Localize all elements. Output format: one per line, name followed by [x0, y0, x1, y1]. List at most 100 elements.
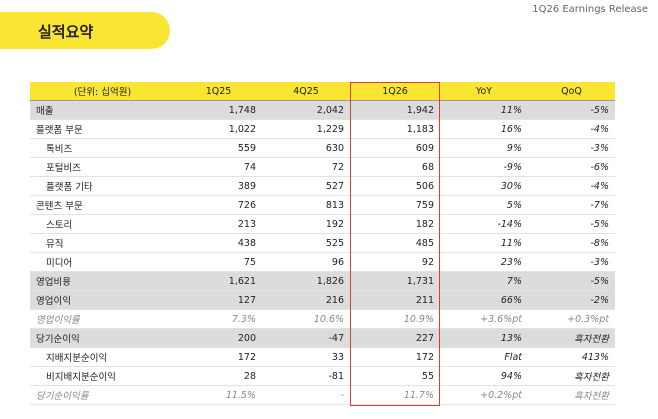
row-label: 당기순이익률 — [30, 385, 175, 405]
cell: -81 — [262, 366, 350, 386]
cell: 1,942 — [350, 100, 440, 120]
table-row: 영업비용 1,621 1,826 1,731 7% -5% — [30, 271, 615, 291]
table-row: 플랫폼 부문 1,022 1,229 1,183 16% -4% — [30, 119, 615, 139]
cell: 227 — [350, 328, 440, 348]
cell: 96 — [262, 252, 350, 272]
cell: 813 — [262, 195, 350, 215]
cell: 2,042 — [262, 100, 350, 120]
cell: 94% — [440, 366, 528, 386]
cell: -9% — [440, 157, 528, 177]
cell: -2% — [528, 290, 615, 310]
cell: 1,731 — [350, 271, 440, 291]
column-header: QoQ — [528, 82, 615, 101]
cell: 11% — [440, 233, 528, 253]
cell: 213 — [175, 214, 262, 234]
cell: +0.2%pt — [440, 385, 528, 405]
section-title: 실적요약 — [38, 23, 94, 41]
table-row: 미디어 75 96 92 23% -3% — [30, 252, 615, 272]
cell: 흑자전환 — [528, 385, 615, 405]
cell: 5% — [440, 195, 528, 215]
header-row: (단위: 십억원) 1Q25 4Q25 1Q26 YoY QoQ — [30, 82, 615, 101]
cell: -5% — [528, 271, 615, 291]
cell: - — [262, 385, 350, 405]
row-label: 매출 — [30, 100, 175, 120]
row-label: 미디어 — [30, 252, 175, 272]
column-header: (단위: 십억원) — [30, 82, 175, 101]
cell: -4% — [528, 176, 615, 196]
cell: 1,229 — [262, 119, 350, 139]
row-label: 당기순이익 — [30, 328, 175, 348]
cell: +3.6%pt — [440, 309, 528, 329]
report-name: 1Q26 Earnings Release — [532, 4, 648, 15]
cell: 527 — [262, 176, 350, 196]
cell: 66% — [440, 290, 528, 310]
row-label: 포털비즈 — [30, 157, 175, 177]
cell: 413% — [528, 347, 615, 367]
cell: -4% — [528, 119, 615, 139]
row-label: 콘텐츠 부문 — [30, 195, 175, 215]
cell: 28 — [175, 366, 262, 386]
cell: -47 — [262, 328, 350, 348]
row-label: 영업이익 — [30, 290, 175, 310]
cell: 11% — [440, 100, 528, 120]
highlight-box — [350, 82, 440, 406]
cell: -7% — [528, 195, 615, 215]
cell: 55 — [350, 366, 440, 386]
cell: 559 — [175, 138, 262, 158]
cell: -3% — [528, 252, 615, 272]
cell: 192 — [262, 214, 350, 234]
cell: 525 — [262, 233, 350, 253]
table-row: 플랫폼 기타 389 527 506 30% -4% — [30, 176, 615, 196]
cell: 485 — [350, 233, 440, 253]
cell: 1,826 — [262, 271, 350, 291]
cell: 1,022 — [175, 119, 262, 139]
row-label: 톡비즈 — [30, 138, 175, 158]
cell: 506 — [350, 176, 440, 196]
cell: -5% — [528, 100, 615, 120]
row-label: 비지배지분순이익 — [30, 366, 175, 386]
cell: 흑자전환 — [528, 328, 615, 348]
cell: 9% — [440, 138, 528, 158]
cell: 630 — [262, 138, 350, 158]
cell: Flat — [440, 347, 528, 367]
cell: 127 — [175, 290, 262, 310]
cell: 7% — [440, 271, 528, 291]
cell: 33 — [262, 347, 350, 367]
table-row: 비지배지분순이익 28 -81 55 94% 흑자전환 — [30, 366, 615, 386]
cell: 1,183 — [350, 119, 440, 139]
cell: 7.3% — [175, 309, 262, 329]
cell: -14% — [440, 214, 528, 234]
cell: 72 — [262, 157, 350, 177]
column-header: YoY — [440, 82, 528, 101]
row-label: 스토리 — [30, 214, 175, 234]
cell: 726 — [175, 195, 262, 215]
title-pill — [0, 12, 170, 49]
cell: 30% — [440, 176, 528, 196]
cell: 200 — [175, 328, 262, 348]
cell: 11.5% — [175, 385, 262, 405]
cell: 흑자전환 — [528, 366, 615, 386]
table-row: 톡비즈 559 630 609 9% -3% — [30, 138, 615, 158]
row-label: 영업비용 — [30, 271, 175, 291]
cell: 172 — [175, 347, 262, 367]
table-row: 콘텐츠 부문 726 813 759 5% -7% — [30, 195, 615, 215]
cell: 609 — [350, 138, 440, 158]
cell: 1,748 — [175, 100, 262, 120]
cell: 68 — [350, 157, 440, 177]
row-label: 영업이익률 — [30, 309, 175, 329]
cell: 216 — [262, 290, 350, 310]
cell: 10.6% — [262, 309, 350, 329]
cell: 23% — [440, 252, 528, 272]
cell: 1,621 — [175, 271, 262, 291]
cell: 211 — [350, 290, 440, 310]
cell: 172 — [350, 347, 440, 367]
column-header: 4Q25 — [262, 82, 350, 101]
cell: -8% — [528, 233, 615, 253]
cell: 75 — [175, 252, 262, 272]
table-row: 지배지분순이익 172 33 172 Flat 413% — [30, 347, 615, 367]
table-row: 영업이익 127 216 211 66% -2% — [30, 290, 615, 310]
table-row: 당기순이익 200 -47 227 13% 흑자전환 — [30, 328, 615, 348]
row-label: 플랫폼 부문 — [30, 119, 175, 139]
table-row: 당기순이익률 11.5% -11.7% +0.2%pt 흑자전환 — [30, 385, 615, 405]
cell: 11.7% — [350, 385, 440, 405]
